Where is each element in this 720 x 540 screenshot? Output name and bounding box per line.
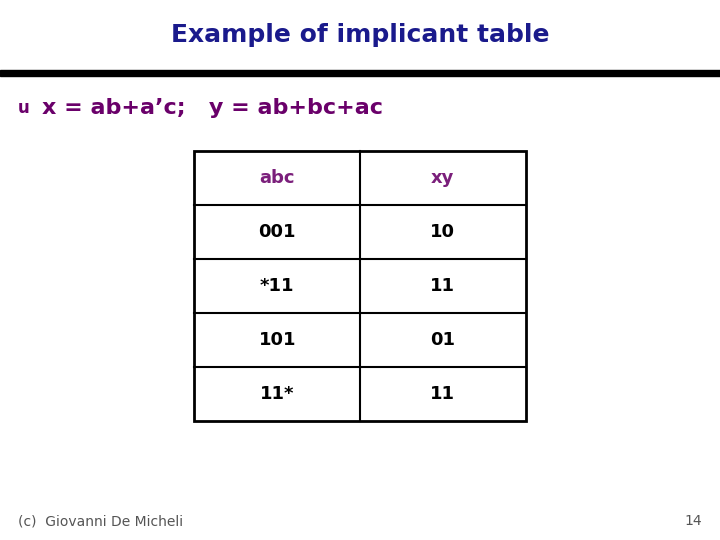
Text: 001: 001 [258, 223, 296, 241]
Text: 14: 14 [685, 514, 702, 528]
Text: 11: 11 [431, 277, 455, 295]
Text: 01: 01 [431, 331, 455, 349]
Text: (c)  Giovanni De Micheli: (c) Giovanni De Micheli [18, 514, 183, 528]
Text: 11*: 11* [260, 385, 294, 403]
FancyArrow shape [0, 70, 720, 76]
Text: Example of implicant table: Example of implicant table [171, 23, 549, 47]
Text: 101: 101 [258, 331, 296, 349]
Text: abc: abc [259, 169, 295, 187]
Text: 10: 10 [431, 223, 455, 241]
Bar [194, 151, 526, 421]
Text: x = ab+a’c;   y = ab+bc+ac: x = ab+a’c; y = ab+bc+ac [42, 98, 383, 118]
Text: xy: xy [431, 169, 454, 187]
Text: *11: *11 [260, 277, 294, 295]
Text: 11: 11 [431, 385, 455, 403]
Bar [194, 151, 526, 421]
Text: u: u [18, 99, 30, 117]
